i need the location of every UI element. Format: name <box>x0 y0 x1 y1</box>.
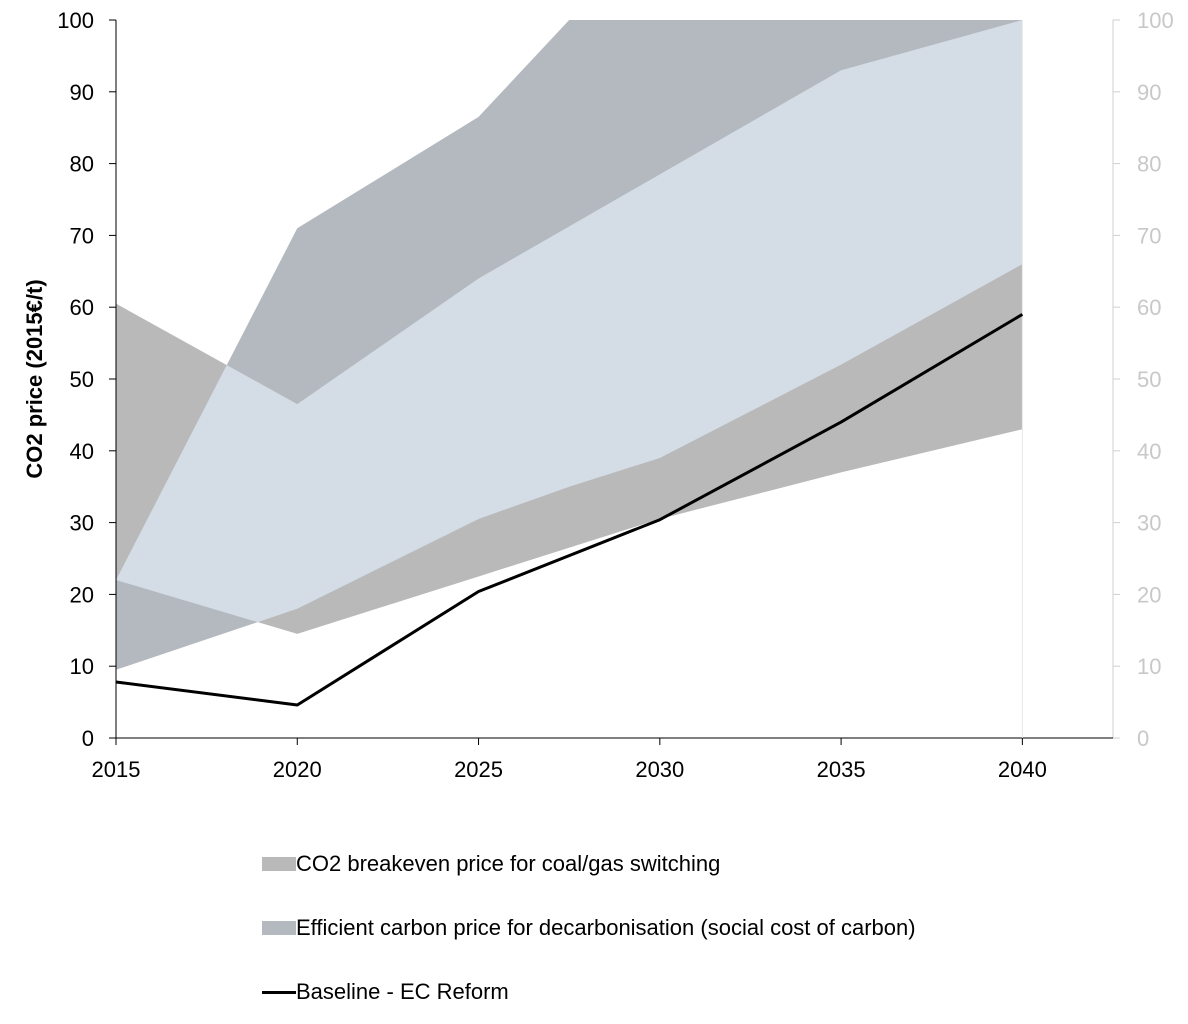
x-tick-label: 2030 <box>635 757 684 782</box>
y-tick-label-left: 70 <box>70 223 94 248</box>
y-tick-label-left: 90 <box>70 80 94 105</box>
bands-layer <box>116 20 1023 670</box>
y-tick-label-right: 30 <box>1137 511 1161 536</box>
y-tick-label-right: 40 <box>1137 439 1161 464</box>
y-tick-label-left: 0 <box>82 726 94 751</box>
legend-swatch-breakeven <box>262 857 296 871</box>
y-tick-label-right: 60 <box>1137 295 1161 320</box>
legend-label-baseline: Baseline - EC Reform <box>296 979 509 1004</box>
legend-swatch-baseline <box>262 990 296 994</box>
x-tick-label: 2015 <box>92 757 141 782</box>
legend-swatch-efficient <box>262 921 296 935</box>
band-overlap <box>116 20 1023 634</box>
y-tick-label-right: 70 <box>1137 223 1161 248</box>
y-tick-label-left: 40 <box>70 439 94 464</box>
legend-item-efficient: Efficient carbon price for decarbonisati… <box>262 896 916 960</box>
y-tick-label-right: 80 <box>1137 152 1161 177</box>
legend-label-breakeven: CO2 breakeven price for coal/gas switchi… <box>296 851 721 876</box>
y-tick-label-right: 10 <box>1137 654 1161 679</box>
y-tick-label-left: 50 <box>70 367 94 392</box>
chart: 0102030405060708090100010203040506070809… <box>22 8 1174 782</box>
lines-layer <box>115 313 1024 707</box>
y-tick-label-right: 0 <box>1137 726 1149 751</box>
y-tick-label-right: 100 <box>1137 8 1174 33</box>
y-tick-label-left: 10 <box>70 654 94 679</box>
legend-label-efficient: Efficient carbon price for decarbonisati… <box>296 915 916 940</box>
legend-item-baseline: Baseline - EC Reform <box>262 960 916 1024</box>
x-tick-label: 2020 <box>273 757 322 782</box>
y-tick-label-left: 30 <box>70 511 94 536</box>
y-tick-label-left: 60 <box>70 295 94 320</box>
legend: CO2 breakeven price for coal/gas switchi… <box>262 832 916 1024</box>
x-tick-label: 2040 <box>998 757 1047 782</box>
x-tick-label: 2025 <box>454 757 503 782</box>
y-tick-label-right: 50 <box>1137 367 1161 392</box>
y-tick-label-right: 20 <box>1137 582 1161 607</box>
y-tick-label-right: 90 <box>1137 80 1161 105</box>
x-tick-label: 2035 <box>817 757 866 782</box>
y-tick-label-left: 20 <box>70 582 94 607</box>
legend-item-breakeven: CO2 breakeven price for coal/gas switchi… <box>262 832 916 896</box>
y-tick-label-left: 80 <box>70 152 94 177</box>
y-axis-label: CO2 price (2015€/t) <box>22 279 47 478</box>
series-line-baseline <box>115 313 1024 707</box>
axes-layer: 0102030405060708090100010203040506070809… <box>57 8 1173 782</box>
y-tick-label-left: 100 <box>57 8 94 33</box>
